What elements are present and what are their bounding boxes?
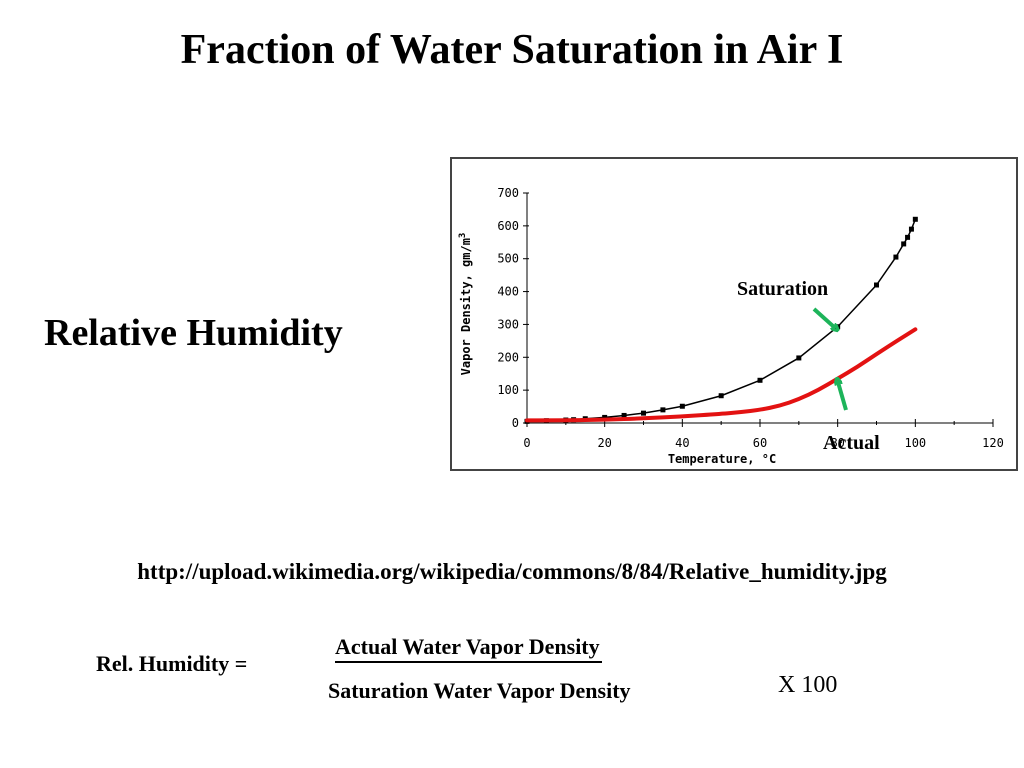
annotation-layer: Saturation Actual: [737, 278, 880, 454]
y-tick-label: 0: [512, 416, 519, 430]
formula-label: Rel. Humidity =: [96, 651, 248, 676]
actual-arrow-icon: [838, 381, 848, 411]
saturation-data-point: [757, 377, 763, 383]
x-tick-label: 0: [523, 436, 530, 450]
y-axis-title: Vapor Density, gm/m3: [458, 233, 473, 376]
series-layer: [524, 216, 918, 424]
x-tick-label: 80: [830, 436, 844, 450]
saturation-data-point: [893, 254, 899, 260]
x-tick-label: 20: [597, 436, 611, 450]
saturation-data-point: [660, 407, 666, 413]
x-axis-title: Temperature, °C: [668, 452, 776, 466]
x-tick-label: 100: [904, 436, 926, 450]
actual-curve-line: [525, 327, 918, 423]
slide-title: Fraction of Water Saturation in Air I: [180, 27, 844, 73]
y-axis-title-superscript: 3: [458, 233, 468, 238]
saturation-data-point: [641, 410, 646, 416]
saturation-data-point: [874, 282, 879, 288]
saturation-data-point: [621, 412, 627, 418]
x-tick-label: 120: [982, 436, 1004, 450]
axes: 0 20 40 60 80 100 120 0 100 200 300 400 500 600 700 Tem…: [458, 186, 1004, 466]
saturation-data-point: [718, 393, 724, 399]
y-tick-label: 100: [497, 383, 519, 397]
saturation-data-point: [602, 414, 608, 420]
saturation-data-point: [901, 241, 907, 247]
relative-humidity-heading: Relative Humidity: [44, 312, 343, 354]
y-tick-label: 300: [497, 317, 519, 331]
saturation-arrow-icon: [812, 307, 836, 328]
source-url: http://upload.wikimedia.org/wikipedia/co…: [137, 559, 887, 584]
formula-denominator: Saturation Water Vapor Density: [328, 678, 631, 703]
saturation-data-point: [905, 234, 911, 240]
y-tick-label: 400: [497, 285, 519, 299]
y-tick-label: 500: [497, 252, 519, 266]
saturation-data-point: [912, 216, 918, 222]
y-tick-label: 600: [497, 219, 519, 233]
saturation-data-point: [908, 226, 914, 232]
formula-multiplier: X 100: [778, 672, 838, 698]
actual-label: Actual: [823, 432, 880, 454]
formula-numerator: Actual Water Vapor Density: [335, 633, 602, 663]
x-tick-label: 40: [675, 436, 689, 450]
chart-canvas: 0 20 40 60 80 100 120 0 100 200 300 400 500 600 700 Tem…: [458, 186, 1004, 466]
y-tick-label: 700: [497, 186, 519, 200]
vapor-density-chart: 0 20 40 60 80 100 120 0 100 200 300 400 500 600 700 Tem…: [450, 157, 1018, 471]
y-tick-label: 200: [497, 350, 519, 364]
x-tick-label: 60: [753, 436, 767, 450]
saturation-data-point: [679, 403, 685, 409]
saturation-data-point: [796, 355, 802, 361]
saturation-label: Saturation: [737, 278, 828, 300]
saturation-curve-line: [526, 219, 917, 423]
